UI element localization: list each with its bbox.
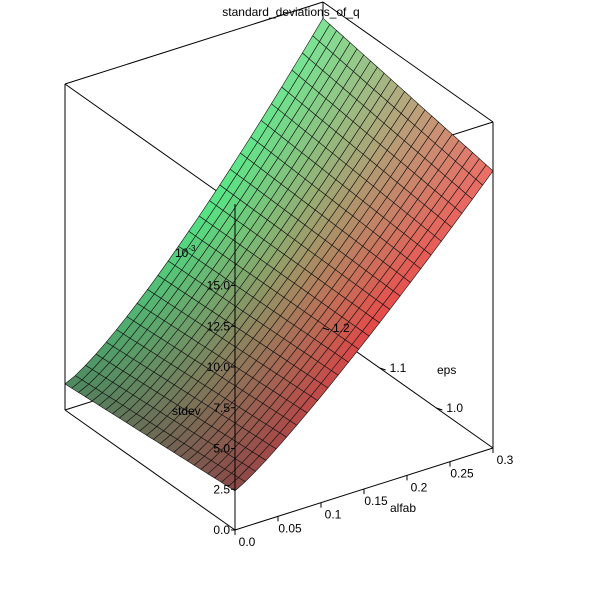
- z-tick-label: 15.0: [207, 279, 231, 293]
- z-tick-label: 7.5: [213, 401, 230, 415]
- z-axis-multiplier: 10-3: [175, 244, 196, 260]
- z-axis-ticks: 0.0 2.5 5.0 7.5 10.0 12.5 15.0: [207, 279, 235, 537]
- z-axis-label: stdev: [172, 404, 201, 418]
- z-tick-label: 10.0: [207, 360, 231, 374]
- z-tick-label: 5.0: [213, 442, 230, 456]
- x-tick-label: 0.0: [239, 535, 256, 549]
- y-axis-ticks: 1.0 1.1 1.2: [322, 321, 463, 415]
- x-tick-label: 0.1: [325, 508, 342, 522]
- x-tick-label: 0.25: [450, 467, 474, 481]
- y-tick-label: 1.1: [390, 361, 407, 375]
- x-axis-label: alfab: [390, 501, 416, 515]
- y-tick-label: 1.2: [333, 321, 350, 335]
- box-edge-left-bottom: [64, 409, 236, 531]
- x-tick-label: 0.15: [364, 494, 388, 508]
- surface-cell: [475, 164, 494, 186]
- box-edge-top-back: [64, 1, 324, 85]
- x-tick-label: 0.3: [497, 453, 514, 467]
- y-tick-mark: [379, 367, 386, 371]
- z-tick-label: 0.0: [213, 523, 230, 537]
- x-axis-ticks: 0.0 0.05 0.1 0.15 0.2 0.25 0.3: [234, 448, 514, 549]
- x-tick-label: 0.05: [278, 521, 302, 535]
- z-tick-label: 2.5: [213, 482, 230, 496]
- surface-mesh: [64, 17, 494, 492]
- box-edge-top-right: [322, 1, 494, 123]
- box-edge-top-left: [64, 83, 236, 205]
- y-tick-mark: [436, 407, 443, 411]
- y-axis-label: eps: [437, 363, 456, 377]
- y-tick-mark: [322, 327, 330, 331]
- y-tick-label: 1.0: [446, 401, 463, 415]
- x-tick-label: 0.2: [411, 480, 428, 494]
- z-tick-label: 12.5: [207, 319, 231, 333]
